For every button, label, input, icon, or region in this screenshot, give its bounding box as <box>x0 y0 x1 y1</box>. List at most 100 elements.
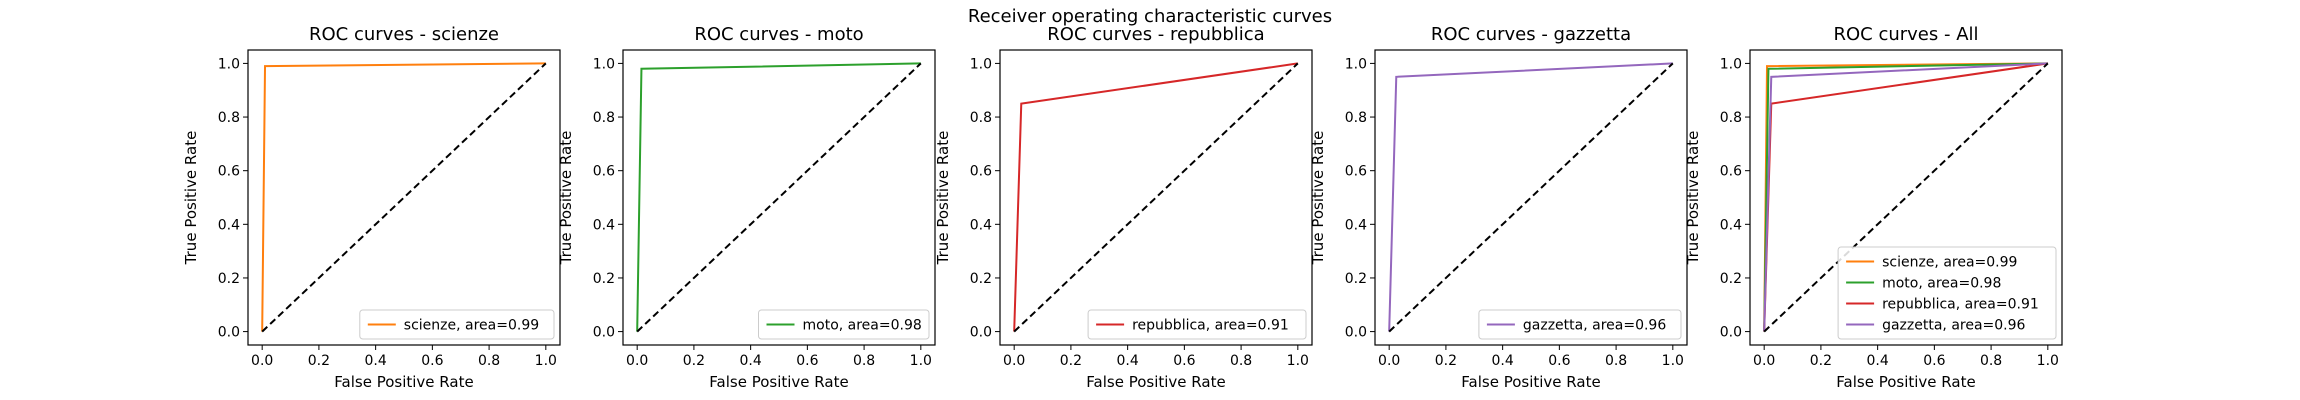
x-tick-label: 0.8 <box>1605 353 1627 369</box>
legend: scienze, area=0.99 moto, area=0.98 repubbl… <box>1837 246 2057 340</box>
y-tick-label: 0.2 <box>970 271 992 287</box>
x-tick-label: 0.6 <box>1548 353 1570 369</box>
y-tick-label: 0.2 <box>218 271 240 287</box>
panel-title: ROC curves - All <box>1833 24 1978 45</box>
y-tick-label: 0.2 <box>1720 271 1742 287</box>
chart-panel: ROC curves - repubblica 0.0 0.2 0.4 0.6 0.8 1.… <box>934 24 1313 391</box>
legend-box <box>359 309 555 340</box>
chance-diagonal-line <box>1763 62 2049 333</box>
legend-label: moto, area=0.98 <box>803 318 922 334</box>
y-tick-label: 0.6 <box>218 164 240 180</box>
y-axis-label: True Positive Rate <box>182 131 200 266</box>
legend: gazzetta, area=0.96 <box>1478 309 1682 340</box>
panel-title: ROC curves - gazzetta <box>1431 24 1631 45</box>
x-tick-label: 0.0 <box>626 353 648 369</box>
roc-curve-line <box>261 62 546 332</box>
y-tick-label: 0.6 <box>1345 164 1367 180</box>
x-tick-label: 1.0 <box>535 353 557 369</box>
y-tick-label: 0.0 <box>1345 325 1367 341</box>
legend-label: repubblica, area=0.91 <box>1882 297 2039 313</box>
x-axis-label: False Positive Rate <box>1461 373 1600 391</box>
x-axis-label: False Positive Rate <box>334 373 473 391</box>
x-tick-label: 0.0 <box>251 353 273 369</box>
x-tick-label: 0.0 <box>1003 353 1025 369</box>
panel-title: ROC curves - moto <box>694 24 863 45</box>
panel-title: ROC curves - scienze <box>309 24 499 45</box>
x-tick-label: 0.6 <box>421 353 443 369</box>
y-tick-label: 0.4 <box>1345 217 1367 233</box>
y-axis-label: True Positive Rate <box>1309 131 1327 266</box>
x-tick-label: 0.2 <box>683 353 705 369</box>
chance-diagonal-line <box>261 62 547 333</box>
plot-frame <box>999 49 1313 346</box>
panel-title: ROC curves - repubblica <box>1047 24 1264 45</box>
roc-curve-line <box>1763 62 2048 332</box>
y-tick-label: 0.0 <box>1720 325 1742 341</box>
legend-label: repubblica, area=0.91 <box>1132 318 1289 334</box>
roc-curve-line <box>1763 62 2048 332</box>
chance-diagonal-line <box>636 62 922 333</box>
chart-panel: ROC curves - moto 0.0 0.2 0.4 0.6 0.8 1.0 0.0 0.… <box>557 24 936 391</box>
figure-title: Receiver operating characteristic curves <box>968 6 1332 27</box>
x-axis-label: False Positive Rate <box>1086 373 1225 391</box>
x-tick-label: 0.4 <box>365 353 387 369</box>
legend-box <box>1087 309 1307 340</box>
x-axis-label: False Positive Rate <box>1836 373 1975 391</box>
x-tick-label: 0.2 <box>1060 353 1082 369</box>
plot-frame <box>1374 49 1688 346</box>
legend-label: gazzetta, area=0.96 <box>1523 318 1666 334</box>
y-tick-label: 0.6 <box>970 164 992 180</box>
x-tick-label: 0.4 <box>1867 353 1889 369</box>
chance-diagonal-line <box>1013 62 1299 333</box>
y-tick-label: 1.0 <box>1720 56 1742 72</box>
y-tick-label: 0.4 <box>593 217 615 233</box>
x-tick-label: 1.0 <box>1662 353 1684 369</box>
y-tick-label: 1.0 <box>1345 56 1367 72</box>
y-tick-label: 0.8 <box>1345 110 1367 126</box>
plot-frame <box>622 49 936 346</box>
legend: moto, area=0.98 <box>758 309 930 340</box>
x-tick-label: 0.8 <box>853 353 875 369</box>
chart-panels: ROC curves - scienze 0.0 0.2 0.4 0.6 0.8 1.0 0.… <box>182 24 2063 391</box>
legend-label: scienze, area=0.99 <box>404 318 539 334</box>
y-tick-label: 0.4 <box>970 217 992 233</box>
x-tick-label: 0.2 <box>1435 353 1457 369</box>
chart-panel: ROC curves - All 0.0 0.2 0.4 0.6 0.8 1.0 0.0 0.2… <box>1684 24 2063 391</box>
x-tick-label: 0.8 <box>478 353 500 369</box>
legend-label: scienze, area=0.99 <box>1882 255 2017 271</box>
legend-box <box>758 309 930 340</box>
x-tick-label: 0.8 <box>1980 353 2002 369</box>
x-tick-label: 1.0 <box>1287 353 1309 369</box>
plot-frame <box>1749 49 2063 346</box>
y-tick-label: 0.2 <box>593 271 615 287</box>
roc-curve-line <box>1388 62 1673 332</box>
x-tick-label: 0.2 <box>308 353 330 369</box>
y-tick-label: 0.0 <box>593 325 615 341</box>
plot-frame <box>247 49 561 346</box>
y-axis-label: True Positive Rate <box>1684 131 1702 266</box>
legend-box <box>1837 246 2057 340</box>
x-tick-label: 0.4 <box>1117 353 1139 369</box>
roc-curve-line <box>636 62 921 332</box>
x-tick-label: 0.0 <box>1378 353 1400 369</box>
x-tick-label: 0.6 <box>796 353 818 369</box>
legend-box <box>1478 309 1682 340</box>
y-tick-label: 1.0 <box>593 56 615 72</box>
legend: scienze, area=0.99 <box>359 309 555 340</box>
chart-panel: ROC curves - gazzetta 0.0 0.2 0.4 0.6 0.8 1.0 0… <box>1309 24 1688 391</box>
chance-diagonal-line <box>1388 62 1674 333</box>
y-tick-label: 0.8 <box>1720 110 1742 126</box>
y-tick-label: 0.8 <box>218 110 240 126</box>
chart-panel: ROC curves - scienze 0.0 0.2 0.4 0.6 0.8 1.0 0.… <box>182 24 561 391</box>
y-tick-label: 0.4 <box>218 217 240 233</box>
y-tick-label: 1.0 <box>970 56 992 72</box>
x-tick-label: 0.0 <box>1753 353 1775 369</box>
x-axis-label: False Positive Rate <box>709 373 848 391</box>
x-tick-label: 0.8 <box>1230 353 1252 369</box>
y-tick-label: 0.8 <box>593 110 615 126</box>
y-tick-label: 1.0 <box>218 56 240 72</box>
y-tick-label: 0.6 <box>593 164 615 180</box>
y-tick-label: 0.0 <box>218 325 240 341</box>
roc-curve-line <box>1013 62 1298 332</box>
